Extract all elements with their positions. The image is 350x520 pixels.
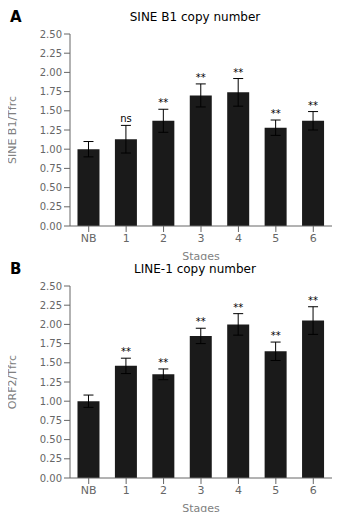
svg-text:1.25: 1.25 <box>40 377 62 388</box>
svg-text:2: 2 <box>160 232 167 245</box>
svg-text:**: ** <box>308 100 318 111</box>
svg-text:0.75: 0.75 <box>40 415 62 426</box>
svg-text:**: ** <box>271 108 281 119</box>
svg-text:ORF2/Tfrc: ORF2/Tfrc <box>8 355 19 409</box>
svg-text:6: 6 <box>310 484 317 497</box>
svg-text:3: 3 <box>198 232 205 245</box>
svg-text:0.75: 0.75 <box>40 163 62 174</box>
svg-text:6: 6 <box>310 232 317 245</box>
svg-text:4: 4 <box>235 484 242 497</box>
svg-text:0.00: 0.00 <box>40 221 62 232</box>
svg-text:1.50: 1.50 <box>40 105 62 116</box>
svg-text:ns: ns <box>120 113 132 124</box>
svg-text:0.50: 0.50 <box>40 434 62 445</box>
svg-text:1.50: 1.50 <box>40 357 62 368</box>
svg-text:1.75: 1.75 <box>40 338 62 349</box>
svg-text:0.25: 0.25 <box>40 453 62 464</box>
svg-text:4: 4 <box>235 232 242 245</box>
svg-text:1.00: 1.00 <box>40 396 62 407</box>
svg-text:2.25: 2.25 <box>40 48 62 59</box>
svg-text:1: 1 <box>123 484 130 497</box>
html-text:A: A <box>10 8 22 26</box>
svg-text:**: ** <box>196 72 206 83</box>
svg-text:**: ** <box>158 97 168 108</box>
svg-text:2.00: 2.00 <box>40 67 62 78</box>
svg-text:**: ** <box>271 330 281 341</box>
svg-text:**: ** <box>196 316 206 327</box>
svg-text:2.50: 2.50 <box>40 281 62 292</box>
svg-text:**: ** <box>308 295 318 306</box>
svg-text:NB: NB <box>81 484 97 497</box>
html-text:B: B <box>10 260 22 278</box>
svg-text:0.50: 0.50 <box>40 182 62 193</box>
svg-text:1.00: 1.00 <box>40 144 62 155</box>
svg-text:**: ** <box>233 67 243 78</box>
svg-text:3: 3 <box>198 484 205 497</box>
svg-text:1: 1 <box>123 232 130 245</box>
svg-text:Stages: Stages <box>182 250 220 260</box>
svg-text:**: ** <box>233 302 243 313</box>
html-text:LINE-1 copy number: LINE-1 copy number <box>134 262 256 276</box>
html-text:SINE B1 copy number: SINE B1 copy number <box>129 10 261 24</box>
svg-text:2.00: 2.00 <box>40 319 62 330</box>
svg-text:SINE B1/Tfrc: SINE B1/Tfrc <box>8 96 19 164</box>
svg-text:0.25: 0.25 <box>40 201 62 212</box>
svg-text:2.25: 2.25 <box>40 300 62 311</box>
svg-text:2.50: 2.50 <box>40 29 62 40</box>
svg-text:5: 5 <box>272 484 279 497</box>
svg-text:2: 2 <box>160 484 167 497</box>
svg-text:Stages: Stages <box>182 502 220 512</box>
svg-text:**: ** <box>158 357 168 368</box>
svg-text:0.00: 0.00 <box>40 473 62 484</box>
svg-text:1.25: 1.25 <box>40 125 62 136</box>
svg-text:NB: NB <box>81 232 97 245</box>
svg-text:**: ** <box>121 346 131 357</box>
svg-text:1.75: 1.75 <box>40 86 62 97</box>
svg-text:5: 5 <box>272 232 279 245</box>
